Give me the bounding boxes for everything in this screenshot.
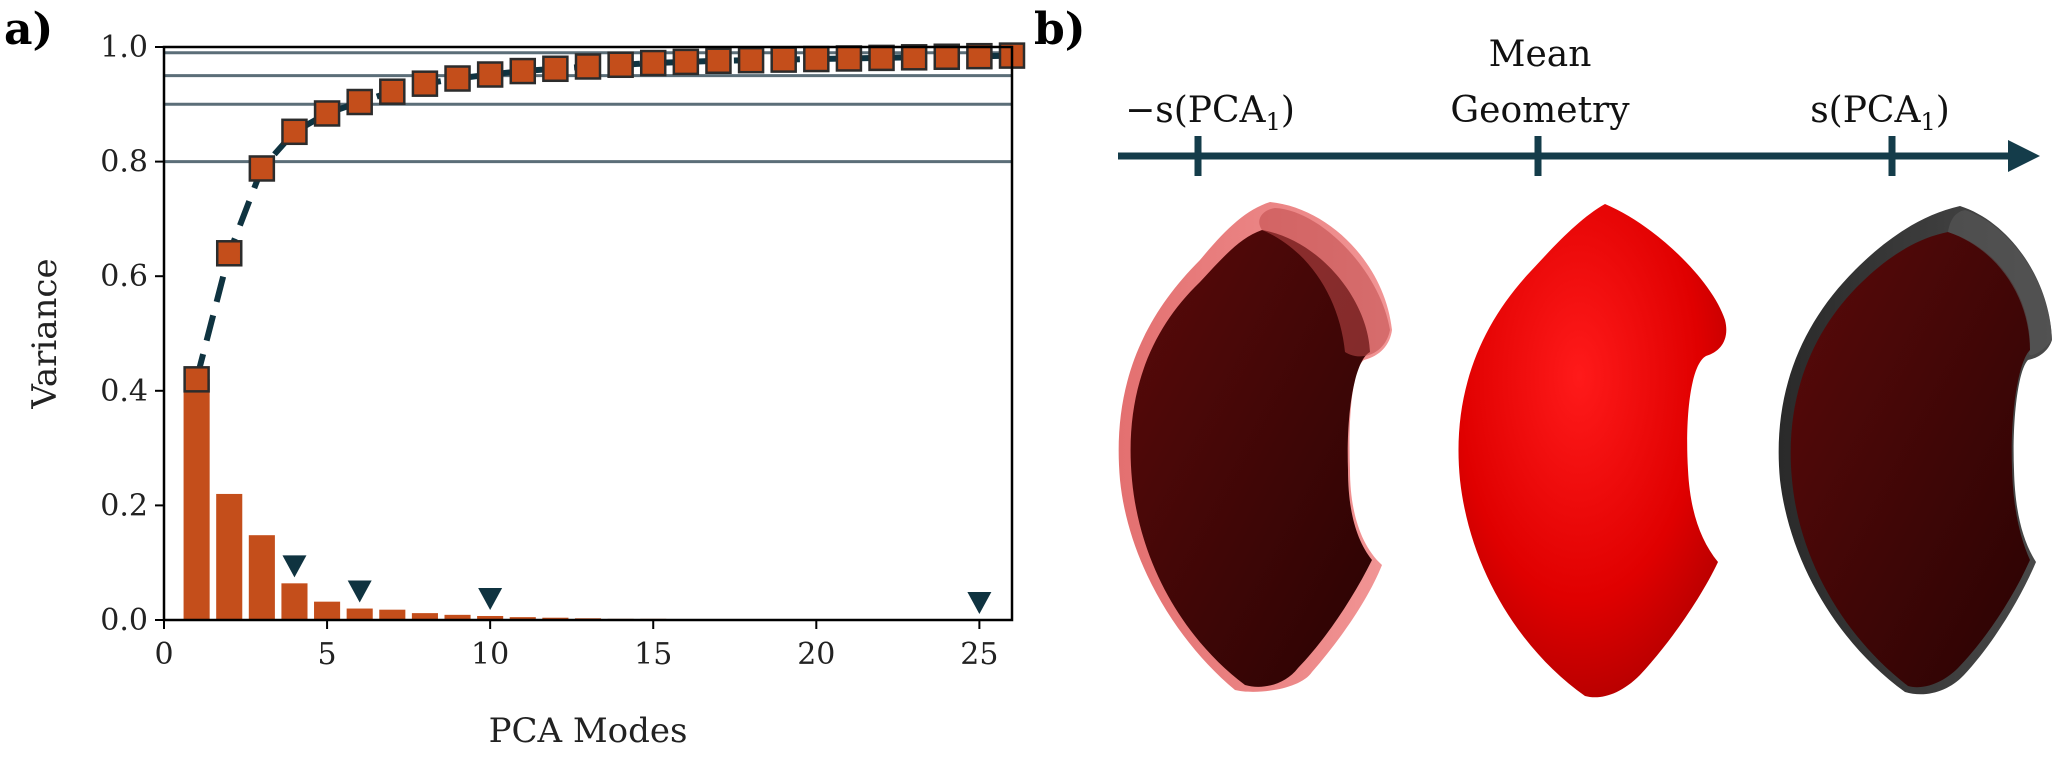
y-tick-label: 1.0 (100, 30, 148, 65)
x-axis-label: PCA Modes (489, 711, 688, 751)
shape-plus-pca1 (1778, 206, 2052, 695)
cumulative-marker (444, 65, 471, 92)
panel-b-label: b) (1034, 4, 1086, 55)
x-tick-label: 15 (634, 637, 672, 672)
base-shape (1130, 230, 1372, 687)
cumulative-marker (607, 51, 634, 79)
shape-mean-geometry (1458, 204, 1727, 698)
selected-mode-markers (282, 555, 992, 614)
y-axis-label: Variance (25, 258, 65, 409)
y-tick-label: 0.4 (100, 374, 148, 409)
cumulative-marker (705, 47, 732, 75)
variance-chart: 0 5 10 15 20 25 0.00.20.40.60.81.0 PCA Modes … (25, 30, 1026, 751)
variance-bar (281, 583, 308, 620)
variance-bars (183, 379, 830, 620)
plot-frame (162, 45, 1014, 622)
cumulative-marker (476, 61, 504, 88)
cap-top (1948, 210, 2052, 356)
cumulative-marker (835, 45, 863, 72)
variance-bar (346, 608, 373, 620)
selected-mode-marker (282, 555, 307, 578)
cumulative-marker (770, 46, 797, 73)
cumulative-marker (215, 240, 243, 267)
cumulative-marker (281, 118, 308, 146)
selected-mode-marker (478, 587, 503, 610)
mean-shape-body (1458, 204, 1727, 698)
cumulative-marker (672, 48, 700, 76)
x-axis-ticks: 0 5 10 15 20 25 (154, 620, 998, 672)
y-tick-label: 0.2 (100, 488, 148, 523)
selected-mode-marker (347, 580, 372, 603)
cumulative-marker (737, 46, 765, 74)
cap-top (1259, 208, 1390, 357)
cumulative-marker (346, 88, 373, 116)
variance-bar (379, 609, 406, 620)
base-shape (1790, 232, 2031, 688)
cumulative-marker (933, 43, 961, 70)
cumulative-marker (900, 44, 928, 71)
shape-minus-pca1 (1118, 202, 1392, 692)
pca-arrow: −s(PCA1) Mean Geometry s(PCA1) (1118, 34, 2040, 176)
y-tick-label: 0.6 (100, 259, 148, 294)
cumulative-marker (574, 53, 602, 80)
variance-bar (314, 601, 341, 620)
plus-mode-label: s(PCA1) (1810, 90, 1950, 136)
cumulative-marker (248, 155, 276, 182)
variance-bar (444, 614, 471, 620)
x-tick-label: 20 (797, 637, 835, 672)
arrow-head (2008, 140, 2040, 172)
x-tick-label: 25 (960, 637, 998, 672)
cumulative-marker (803, 45, 830, 73)
variance-bar (183, 379, 210, 620)
cumulative-marker (639, 49, 667, 77)
cumulative-marker (542, 55, 569, 83)
cumulative-marker (183, 366, 210, 393)
cumulative-marker (379, 78, 406, 105)
x-tick-label: 0 (154, 637, 173, 672)
cumulative-marker (868, 44, 895, 72)
cumulative-marker (509, 57, 537, 85)
variance-bar (248, 535, 275, 620)
cumulative-marker (411, 70, 439, 97)
variance-bar (411, 613, 438, 620)
variance-bar (477, 615, 504, 620)
selected-mode-marker (967, 592, 992, 614)
cumulative-marker (313, 100, 341, 127)
variance-bar (509, 617, 536, 620)
mean-label-line1: Mean (1489, 34, 1592, 75)
mean-label-line2: Geometry (1450, 90, 1630, 131)
y-axis-ticks: 0.0 0.2 0.4 0.6 0.8 1.0 (100, 30, 164, 638)
panel-a-label: a) (4, 4, 53, 55)
minus-mode-label: −s(PCA1) (1125, 90, 1295, 136)
y-tick-label: 0.8 (100, 145, 148, 180)
x-tick-label: 5 (318, 637, 337, 672)
y-tick-label: 0.0 (100, 603, 148, 638)
variance-bar (216, 493, 243, 620)
x-tick-label: 10 (471, 637, 509, 672)
cumulative-variance-markers (183, 42, 1026, 393)
